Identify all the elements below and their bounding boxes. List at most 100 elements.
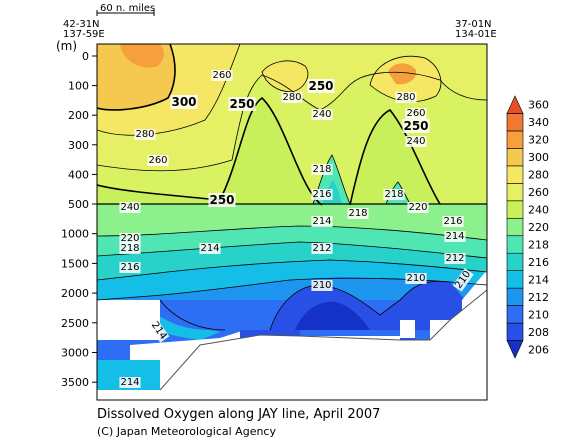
- contour-label: 250: [402, 119, 430, 133]
- contour-label: 214: [119, 377, 141, 388]
- svg-text:260: 260: [148, 155, 167, 166]
- scale-bar-label: 60 n. miles: [100, 3, 155, 14]
- svg-text:216: 216: [443, 216, 462, 227]
- y-tick-label: 300: [68, 139, 89, 152]
- colorbar-label: 216: [528, 256, 549, 269]
- colorbar-label: 214: [528, 273, 549, 286]
- colorbar-swatch: [506, 322, 524, 341]
- colorbar-label: 340: [528, 116, 549, 129]
- colorbar: 206 208 210 212 214 216 218 220 240 260 280 300 320 3…: [506, 95, 549, 359]
- plot-frame: [96, 43, 488, 401]
- contour-label: 280: [134, 129, 156, 140]
- contour-label: 220: [119, 233, 141, 244]
- colorbar-label: 240: [528, 204, 549, 217]
- colorbar-swatch: [506, 305, 524, 324]
- field-320: [120, 44, 164, 68]
- svg-text:220: 220: [408, 202, 427, 213]
- svg-text:212: 212: [445, 253, 464, 264]
- y-tick-label: 3000: [61, 346, 89, 359]
- field-208-core: [295, 301, 370, 330]
- contour-label: 218: [119, 243, 141, 254]
- svg-text:214: 214: [445, 231, 464, 242]
- contour-label: 214: [444, 231, 466, 242]
- svg-text:214: 214: [120, 377, 139, 388]
- field-280-b: [262, 60, 308, 92]
- land-band-fill: [240, 330, 415, 345]
- contour-label: 218: [347, 208, 369, 219]
- contour-label: 210: [311, 280, 333, 291]
- colorbar-label: 206: [528, 343, 549, 356]
- contour-label: 218: [311, 164, 333, 175]
- y-axis-label: (m): [56, 39, 77, 53]
- contour-label: 240: [405, 136, 427, 147]
- svg-text:218: 218: [312, 164, 331, 175]
- contour-label: 240: [311, 109, 333, 120]
- contour-label: 300: [170, 95, 198, 109]
- colorbar-swatch: [506, 287, 524, 306]
- svg-text:300: 300: [171, 95, 196, 109]
- svg-text:214: 214: [200, 243, 219, 254]
- land-deep: [97, 290, 487, 400]
- field-220: [97, 204, 487, 240]
- contour-label: 216: [442, 216, 464, 227]
- colorbar-label: 210: [528, 308, 549, 321]
- field-212: [97, 278, 487, 300]
- credit-text: (C) Japan Meteorological Agency: [97, 425, 276, 438]
- y-tick-label: 500: [68, 198, 89, 211]
- y-tick-label: 2500: [61, 317, 89, 330]
- contour-label: 250: [307, 79, 335, 93]
- svg-text:260: 260: [406, 108, 425, 119]
- colorbar-label: 360: [528, 99, 549, 112]
- colorbar-swatch: [506, 183, 524, 202]
- y-tick-label: 100: [68, 80, 89, 93]
- y-axis: 0 100 200 300 400 500 1000 1500 2000 2500 3000 3500: [61, 50, 97, 389]
- contour-label: 214: [311, 216, 333, 227]
- contour-label: 218: [383, 189, 405, 200]
- svg-text:250: 250: [308, 79, 333, 93]
- colorbar-swatch: [506, 148, 524, 167]
- y-tick-label: 200: [68, 109, 89, 122]
- chart-title: Dissolved Oxygen along JAY line, April 2…: [97, 407, 380, 422]
- colorbar-label: 212: [528, 291, 549, 304]
- svg-text:250: 250: [209, 193, 234, 207]
- contour-label: 250: [228, 97, 256, 111]
- svg-text:216: 216: [312, 189, 331, 200]
- colorbar-swatch: [506, 95, 524, 114]
- contour-label: 250: [208, 193, 236, 207]
- contour-label: 210: [405, 273, 427, 284]
- contour-label: 214: [199, 243, 221, 254]
- end-station-lon: 134-01E: [455, 29, 497, 40]
- svg-text:240: 240: [120, 202, 139, 213]
- svg-text:212: 212: [312, 243, 331, 254]
- colorbar-swatch: [506, 113, 524, 132]
- contour-label: 212: [311, 243, 333, 254]
- colorbar-swatch: [506, 340, 524, 359]
- sea-floor: [159, 289, 487, 391]
- y-tick-label: 0: [82, 50, 89, 63]
- land-upper-left: [97, 300, 160, 340]
- colorbar-swatch: [506, 200, 524, 219]
- colorbar-label: 260: [528, 186, 549, 199]
- svg-text:216: 216: [120, 262, 139, 273]
- scale-bar: 60 n. miles: [96, 3, 155, 16]
- end-station-lat: 37-01N: [455, 19, 492, 30]
- colorbar-swatch: [506, 165, 524, 184]
- contour-label: 212: [444, 253, 466, 264]
- svg-text:214: 214: [312, 216, 331, 227]
- svg-text:280: 280: [396, 92, 415, 103]
- contour-label: 260: [211, 70, 233, 81]
- svg-text:218: 218: [348, 208, 367, 219]
- contour-label: 280: [395, 92, 417, 103]
- start-station-lat: 42-31N: [63, 19, 100, 30]
- colorbar-swatch: [506, 217, 524, 237]
- svg-text:220: 220: [120, 233, 139, 244]
- contour-label: 260: [405, 108, 427, 119]
- contour-label: 216: [119, 262, 141, 273]
- contour-label: 260: [147, 155, 169, 166]
- field-320-b: [388, 63, 417, 85]
- svg-text:210: 210: [406, 273, 425, 284]
- colorbar-swatch: [506, 235, 524, 254]
